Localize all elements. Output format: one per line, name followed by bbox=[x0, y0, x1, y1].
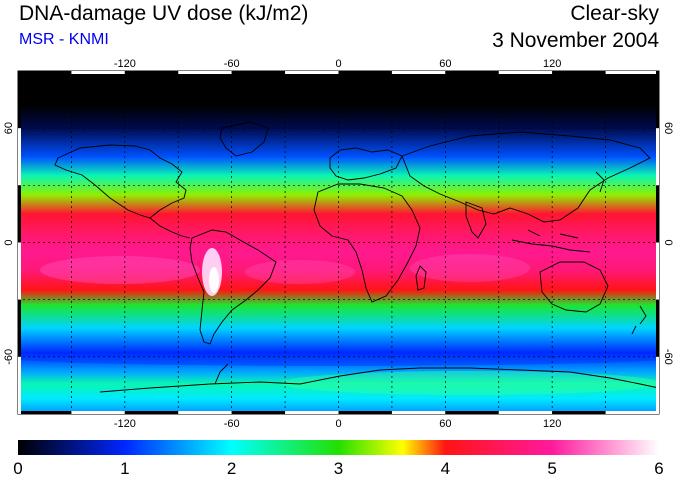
frame-tick-left bbox=[18, 128, 21, 186]
frame-tick-right bbox=[656, 185, 659, 243]
longitude-labels-bottom: -120 -60 0 60 120 bbox=[114, 418, 562, 430]
map-title: DNA-damage UV dose (kJ/m2) bbox=[19, 2, 309, 25]
longitude-label-top: 0 bbox=[335, 58, 341, 70]
frame-tick-right bbox=[656, 356, 659, 414]
gridlines bbox=[18, 71, 659, 414]
frame-tick-top bbox=[391, 71, 446, 74]
asia-outline bbox=[401, 131, 651, 223]
latitude-label-right: 60 bbox=[662, 122, 674, 134]
frame-tick-bottom bbox=[124, 411, 179, 414]
frame-tick-left bbox=[18, 185, 21, 243]
colorbar bbox=[18, 440, 659, 455]
longitude-labels-top: -120 -60 0 60 120 bbox=[114, 58, 562, 70]
antarctic-plateau-patch bbox=[280, 371, 659, 395]
colorbar-tick-label: 0 bbox=[13, 459, 22, 478]
latitude-label-right: -60 bbox=[662, 349, 674, 365]
longitude-label-bottom: -60 bbox=[224, 418, 240, 430]
frame-tick-bottom bbox=[231, 411, 286, 414]
colorbar-tick-label: 6 bbox=[654, 459, 663, 478]
frame-tick-bottom bbox=[178, 411, 232, 414]
frame-tick-right bbox=[656, 71, 659, 129]
madagascar-outline bbox=[415, 265, 427, 291]
latitude-label-right: 0 bbox=[662, 239, 674, 245]
frame-tick-bottom bbox=[498, 411, 553, 414]
latitude-label-left: -60 bbox=[3, 349, 15, 365]
frame-tick-top bbox=[338, 71, 392, 74]
frame-tick-bottom bbox=[285, 411, 339, 414]
antarctica-outline bbox=[99, 367, 659, 393]
latitude-labels-left: 60 0 -60 bbox=[3, 122, 15, 365]
frame-ticks bbox=[18, 71, 659, 414]
greenland-outline bbox=[219, 121, 269, 157]
frame-tick-right bbox=[656, 128, 659, 186]
frame-tick-bottom bbox=[445, 411, 499, 414]
frame-tick-bottom bbox=[605, 411, 659, 414]
new-zealand-outline bbox=[631, 305, 647, 335]
colorbar-labels: 0 1 2 3 4 5 6 bbox=[13, 459, 663, 478]
longitude-label-bottom: 0 bbox=[335, 418, 341, 430]
frame-tick-left bbox=[18, 242, 21, 300]
southern-ocean-dark-band bbox=[18, 350, 659, 366]
latitude-label-left: 60 bbox=[3, 122, 15, 134]
colorbar-tick-label: 1 bbox=[120, 459, 129, 478]
colorbar-tick-label: 3 bbox=[334, 459, 343, 478]
frame-tick-left bbox=[18, 356, 21, 414]
south-atlantic-high-patch bbox=[245, 260, 355, 284]
frame-tick-top bbox=[285, 71, 339, 74]
frame-tick-right bbox=[656, 242, 659, 300]
colorbar-tick-label: 5 bbox=[547, 459, 556, 478]
continent-outlines bbox=[54, 121, 659, 393]
frame-tick-right bbox=[656, 299, 659, 357]
frame-tick-top bbox=[498, 71, 553, 74]
south-pacific-high-patch bbox=[40, 256, 200, 284]
longitude-label-bottom: 120 bbox=[543, 418, 561, 430]
south-america-outline bbox=[189, 229, 277, 345]
frame-tick-left bbox=[18, 71, 21, 129]
frame-tick-top bbox=[552, 71, 606, 74]
europe-outline bbox=[329, 147, 403, 181]
frame-tick-bottom bbox=[18, 411, 72, 414]
antarctic-peninsula-outline bbox=[214, 363, 229, 385]
india-outline bbox=[465, 201, 487, 239]
frame-tick-bottom bbox=[71, 411, 125, 414]
longitude-label-bottom: 60 bbox=[439, 418, 451, 430]
colorbar-tick-label: 4 bbox=[441, 459, 450, 478]
andes-peak-patch bbox=[209, 267, 219, 293]
longitude-label-top: -60 bbox=[224, 58, 240, 70]
frame-tick-left bbox=[18, 299, 21, 357]
longitude-label-top: 60 bbox=[439, 58, 451, 70]
frame-tick-bottom bbox=[338, 411, 392, 414]
latitude-labels-right: 60 0 -60 bbox=[662, 122, 674, 365]
source-label: MSR - KNMI bbox=[19, 31, 109, 48]
frame-tick-top bbox=[18, 71, 72, 74]
frame-tick-top bbox=[178, 71, 232, 74]
frame-tick-top bbox=[124, 71, 179, 74]
longitude-label-bottom: -120 bbox=[114, 418, 136, 430]
frame-tick-bottom bbox=[552, 411, 606, 414]
date-label: 3 November 2004 bbox=[492, 29, 659, 52]
frame-tick-top bbox=[605, 71, 659, 74]
latitude-label-left: 0 bbox=[3, 239, 15, 245]
central-america-outline bbox=[149, 217, 191, 239]
frame-tick-top bbox=[71, 71, 125, 74]
sky-condition-label: Clear-sky bbox=[570, 2, 659, 25]
frame-tick-top bbox=[445, 71, 499, 74]
colorbar-tick-label: 2 bbox=[227, 459, 236, 478]
longitude-label-top: 120 bbox=[543, 58, 561, 70]
indian-ocean-high-patch bbox=[410, 254, 530, 282]
japan-outline bbox=[595, 171, 605, 193]
frame-tick-top bbox=[231, 71, 286, 74]
longitude-label-top: -120 bbox=[114, 58, 136, 70]
north-america-outline bbox=[54, 144, 187, 219]
frame-tick-bottom bbox=[391, 411, 446, 414]
